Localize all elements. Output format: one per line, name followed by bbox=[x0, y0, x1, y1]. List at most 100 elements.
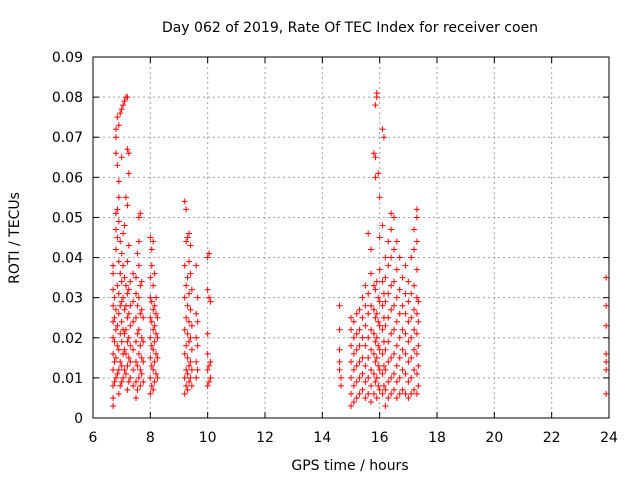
data-point bbox=[117, 238, 124, 245]
data-point bbox=[110, 286, 117, 293]
data-point bbox=[415, 362, 422, 369]
data-point bbox=[111, 338, 118, 345]
data-point bbox=[385, 238, 392, 245]
data-point bbox=[375, 362, 382, 369]
data-point bbox=[356, 342, 363, 349]
data-point bbox=[187, 374, 194, 381]
data-point bbox=[413, 238, 420, 245]
data-point bbox=[115, 366, 122, 373]
data-point bbox=[204, 366, 211, 373]
data-point bbox=[110, 366, 117, 373]
data-point bbox=[188, 366, 195, 373]
data-point bbox=[112, 150, 119, 157]
data-point bbox=[385, 358, 392, 365]
data-point bbox=[125, 286, 132, 293]
x-tick-label: 12 bbox=[256, 430, 274, 446]
data-point bbox=[118, 318, 125, 325]
data-point bbox=[127, 322, 134, 329]
data-point bbox=[372, 378, 379, 385]
data-point bbox=[405, 298, 412, 305]
data-point bbox=[396, 286, 403, 293]
data-point bbox=[413, 370, 420, 377]
data-point bbox=[405, 278, 412, 285]
data-point bbox=[122, 370, 129, 377]
data-point bbox=[111, 314, 118, 321]
data-point bbox=[411, 282, 418, 289]
data-point bbox=[408, 314, 415, 321]
data-point bbox=[194, 342, 201, 349]
data-point bbox=[359, 386, 366, 393]
data-point bbox=[188, 322, 195, 329]
data-point bbox=[370, 330, 377, 337]
data-point bbox=[183, 282, 190, 289]
data-point bbox=[603, 390, 610, 397]
data-point bbox=[130, 318, 137, 325]
data-point bbox=[382, 322, 389, 329]
data-point bbox=[362, 362, 369, 369]
data-point bbox=[372, 314, 379, 321]
data-point bbox=[415, 318, 422, 325]
data-point bbox=[125, 378, 132, 385]
data-point bbox=[348, 390, 354, 397]
data-point bbox=[184, 370, 191, 377]
data-point bbox=[382, 386, 389, 393]
data-point bbox=[118, 298, 125, 305]
data-point bbox=[393, 318, 400, 325]
data-point bbox=[376, 322, 383, 329]
data-point bbox=[148, 318, 155, 325]
data-point bbox=[115, 290, 122, 297]
data-point bbox=[391, 246, 397, 253]
x-axis-tick-labels: 6 8 10 12 14 16 18 20 22 24 bbox=[89, 430, 618, 446]
data-point bbox=[117, 270, 124, 277]
data-point bbox=[391, 278, 397, 285]
data-point bbox=[408, 374, 415, 381]
data-point bbox=[206, 250, 213, 257]
data-point bbox=[379, 350, 386, 357]
data-point bbox=[376, 266, 383, 273]
data-point bbox=[138, 370, 145, 377]
data-point bbox=[379, 370, 386, 377]
data-point bbox=[385, 290, 392, 297]
x-axis-label: GPS time / hours bbox=[291, 458, 408, 474]
data-point bbox=[336, 366, 343, 373]
data-point bbox=[114, 370, 121, 377]
data-point bbox=[411, 366, 418, 373]
data-point bbox=[130, 346, 137, 353]
data-point bbox=[396, 310, 403, 317]
data-point bbox=[121, 222, 128, 229]
data-point bbox=[140, 314, 147, 321]
data-point bbox=[391, 214, 397, 221]
data-point bbox=[121, 98, 128, 105]
data-point bbox=[204, 350, 211, 357]
data-point bbox=[382, 254, 389, 261]
data-point bbox=[130, 298, 137, 305]
data-point bbox=[413, 294, 420, 301]
data-point bbox=[137, 282, 144, 289]
data-point bbox=[353, 330, 360, 337]
x-tick-label: 24 bbox=[600, 430, 618, 446]
data-point bbox=[399, 386, 406, 393]
data-point bbox=[413, 350, 420, 357]
data-point bbox=[356, 358, 363, 365]
data-point bbox=[127, 358, 134, 365]
data-point bbox=[124, 338, 131, 345]
data-point bbox=[348, 314, 354, 321]
data-point bbox=[396, 334, 403, 341]
data-point bbox=[150, 282, 157, 289]
data-point bbox=[122, 326, 129, 333]
data-point bbox=[402, 310, 409, 317]
data-point bbox=[121, 346, 128, 353]
data-point bbox=[375, 318, 382, 325]
data-point bbox=[370, 150, 377, 157]
data-point bbox=[206, 294, 213, 301]
data-point bbox=[121, 306, 128, 313]
data-point bbox=[135, 262, 142, 269]
data-point bbox=[379, 126, 386, 133]
data-point bbox=[373, 278, 380, 285]
data-point bbox=[115, 178, 122, 185]
data-point bbox=[133, 314, 139, 321]
data-point bbox=[186, 230, 193, 237]
data-point bbox=[402, 330, 409, 337]
data-point bbox=[380, 362, 387, 369]
data-point bbox=[388, 390, 395, 397]
